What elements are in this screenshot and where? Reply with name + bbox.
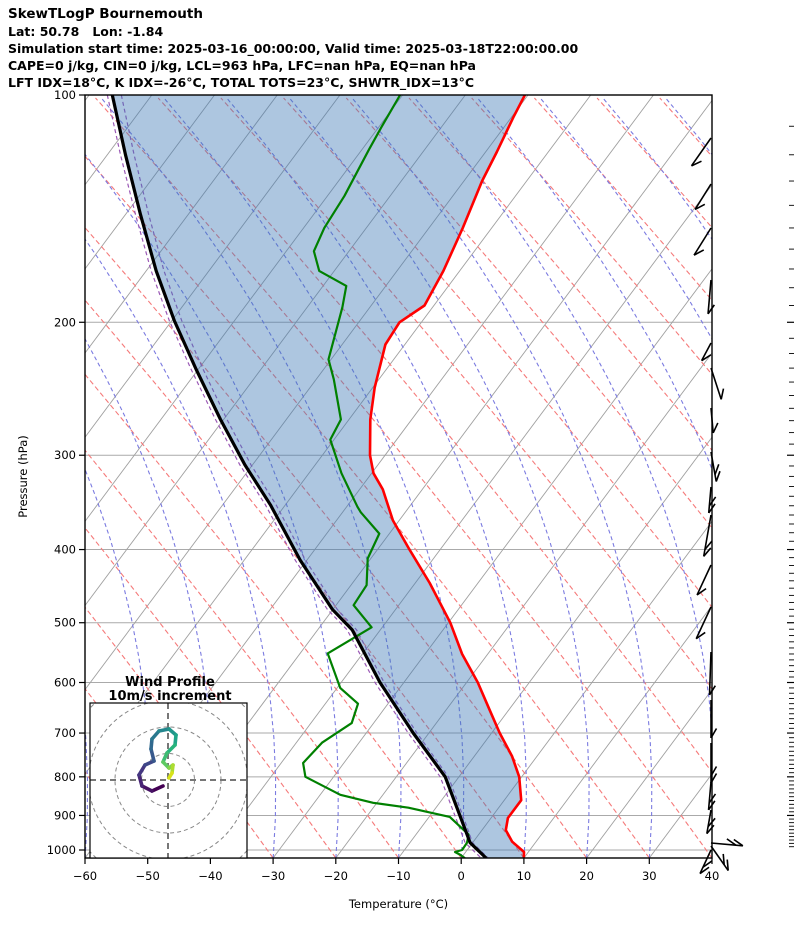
y-tick-label: 700 <box>54 726 76 740</box>
y-tick-label: 400 <box>54 543 76 557</box>
hodograph-trace-segment <box>167 771 174 780</box>
y-tick-label: 500 <box>54 616 76 630</box>
y-tick-label: 900 <box>54 808 76 822</box>
x-tick-label: −60 <box>73 869 97 883</box>
plot-area <box>85 95 712 858</box>
hodograph-subtitle: 10m/s increment <box>108 689 231 704</box>
x-tick-label: −30 <box>261 869 285 883</box>
hodograph-trace-segment <box>137 773 144 788</box>
x-tick-label: −50 <box>136 869 160 883</box>
page-title: SkewTLogP Bournemouth <box>8 6 203 22</box>
hodograph-trace-segment <box>165 743 177 755</box>
y-tick-label: 1000 <box>47 843 76 857</box>
mixing-ratio-line <box>120 95 489 858</box>
location-line: Lat: 50.78 Lon: -1.84 <box>8 24 164 39</box>
hodograph-trace-segment <box>140 784 154 793</box>
y-tick-label: 200 <box>54 315 76 329</box>
y-tick-label: 300 <box>54 448 76 462</box>
wind-barbs <box>690 137 744 875</box>
dewpoint-curve <box>302 95 470 858</box>
indices-line-2: LFT IDX=18°C, K IDX=-26°C, TOTAL TOTS=23… <box>8 75 475 90</box>
x-tick-label: 0 <box>458 869 465 883</box>
x-tick-label: 10 <box>517 869 532 883</box>
hodograph-title: Wind Profile <box>125 675 215 690</box>
x-tick-label: −20 <box>324 869 348 883</box>
temperature-curve <box>368 95 527 858</box>
indices-line-1: CAPE=0 j/kg, CIN=0 j/kg, LCL=963 hPa, LF… <box>8 58 476 73</box>
y-tick-label: 100 <box>54 88 76 102</box>
parcel-curve <box>110 95 488 858</box>
x-tick-label: 20 <box>579 869 594 883</box>
hodograph-trace-segment <box>150 784 165 793</box>
x-axis-label: Temperature (°C) <box>348 897 448 911</box>
y-tick-label: 800 <box>54 770 76 784</box>
y-tick-label: 600 <box>54 676 76 690</box>
x-tick-label: 40 <box>705 869 720 883</box>
x-tick-label: −10 <box>386 869 410 883</box>
y-axis-label: Pressure (hPa) <box>16 435 30 518</box>
times-line: Simulation start time: 2025-03-16_00:00:… <box>8 41 579 56</box>
cape-shading <box>112 95 525 858</box>
hodograph-trace-segment <box>137 763 147 777</box>
hodograph-trace-segment <box>149 747 156 763</box>
x-tick-label: 30 <box>642 869 657 883</box>
x-tick-label: −40 <box>198 869 222 883</box>
mixing-ratio-line <box>106 95 482 858</box>
